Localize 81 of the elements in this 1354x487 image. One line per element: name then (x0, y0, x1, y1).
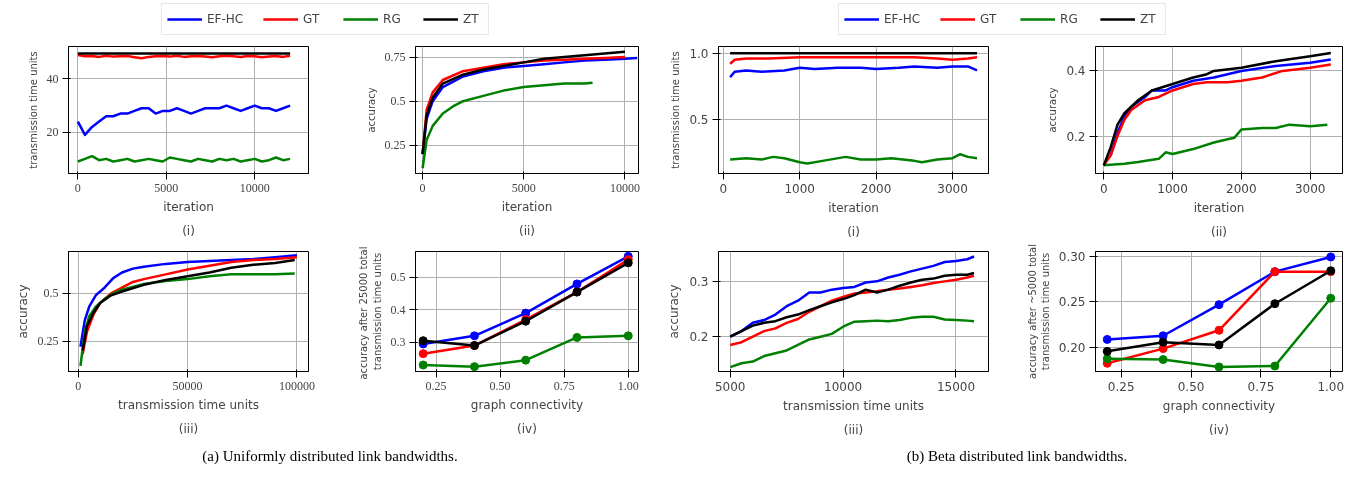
text: (a) Uniformly distributed link bandwidths. (202, 447, 458, 466)
x-axis-title: graph connectivity (470, 397, 584, 412)
x-tick-label: 0.75 (553, 378, 575, 393)
text: (iii) (178, 421, 199, 436)
x-axis-title: iteration (501, 199, 553, 214)
y-tick-label: 0.5 (390, 94, 406, 109)
x-tick-label: 5000 (511, 180, 536, 195)
x-tick-label: 10000 (609, 180, 640, 195)
y-tick-label: 0.25 (1058, 295, 1086, 310)
x-tick-label: 0 (74, 180, 81, 195)
y-tick-label: 0.2 (1066, 129, 1086, 144)
x-tick-label: 0 (1099, 181, 1108, 196)
text: (iii) (843, 422, 864, 437)
x-tick-label: 1000 (1157, 181, 1188, 196)
x-tick-label: 100000 (278, 378, 315, 393)
y-tick-label: 0.75 (384, 50, 406, 65)
x-tick-label: 0.75 (1247, 379, 1275, 394)
y-axis-title: accuracy after 25000 total transmission time units (358, 246, 383, 380)
x-axis-title: iteration (163, 199, 214, 214)
y-axis-title: accuracy (365, 87, 377, 133)
x-tick-label: 3000 (1294, 181, 1326, 196)
y-axis-title: accuracy (667, 284, 682, 339)
legend-label: RG (383, 12, 402, 26)
x-tick-label: 1.00 (1317, 379, 1345, 394)
legend-label: RG (1060, 12, 1079, 26)
x-tick-label: 2000 (1226, 181, 1257, 196)
x-tick-label: 0 (419, 180, 426, 195)
legend-label: GT (980, 12, 998, 26)
x-tick-label: 10000 (824, 379, 863, 394)
y-axis-title: accuracy (15, 284, 30, 339)
legend-label: ZT (463, 12, 480, 26)
text: (iv) (517, 421, 537, 436)
y-tick-label: 0.5 (689, 113, 709, 128)
x-tick-label: 0.50 (1177, 379, 1205, 394)
text: (ii) (1210, 224, 1228, 239)
x-tick-label: 0 (75, 378, 82, 393)
legend-label: EF-HC (206, 12, 244, 26)
x-tick-label: 0 (719, 181, 728, 196)
x-axis-title: iteration (1193, 200, 1245, 215)
y-tick-label: 0.30 (1058, 249, 1086, 264)
y-axis-title: accuracy after ~5000 total transmission time units (1026, 243, 1051, 379)
y-tick-label: 0.5 (390, 270, 406, 285)
y-tick-label: 0.20 (1058, 341, 1086, 356)
text: (i) (847, 224, 860, 239)
y-tick-label: 0.5 (43, 286, 59, 301)
x-tick-label: 0.50 (489, 378, 511, 393)
text: (b) Beta distributed link bandwidths. (906, 447, 1128, 466)
x-tick-label: 2000 (860, 181, 892, 196)
text: (i) (182, 223, 195, 238)
y-tick-label: 0.3 (689, 274, 709, 289)
y-tick-label: 0.4 (1066, 64, 1086, 79)
y-axis-title: transmission time units (670, 51, 682, 169)
y-tick-label: 0.4 (390, 302, 406, 317)
x-tick-label: 10000 (239, 180, 270, 195)
x-tick-label: 1.00 (617, 378, 639, 393)
legend-label: ZT (1140, 12, 1157, 26)
x-tick-label: 0.25 (425, 378, 447, 393)
x-axis-title: graph connectivity (1162, 398, 1276, 413)
legend-label: EF-HC (883, 12, 921, 26)
x-tick-label: 15000 (936, 379, 976, 394)
y-axis-title: accuracy (1047, 87, 1059, 133)
legend-label: GT (303, 12, 321, 26)
y-tick-label: 0.2 (689, 330, 709, 345)
text: (iv) (1209, 422, 1229, 437)
text: (ii) (518, 223, 536, 238)
x-axis-title: transmission time units (118, 397, 259, 412)
x-tick-label: 5000 (714, 379, 746, 394)
y-axis-title: transmission time units (27, 51, 39, 169)
y-tick-label: 1.0 (689, 46, 709, 61)
y-tick-label: 40 (46, 71, 59, 86)
x-tick-label: 0.25 (1107, 379, 1135, 394)
x-axis-title: transmission time units (783, 398, 924, 413)
y-tick-label: 0.3 (390, 335, 406, 350)
y-tick-label: 0.25 (37, 334, 59, 349)
x-axis-title: iteration (828, 200, 879, 215)
y-tick-label: 0.25 (384, 138, 406, 153)
x-tick-label: 3000 (937, 181, 968, 196)
x-tick-label: 1000 (784, 181, 815, 196)
y-tick-label: 20 (46, 125, 59, 140)
x-tick-label: 5000 (154, 180, 179, 195)
x-tick-label: 50000 (172, 378, 203, 393)
